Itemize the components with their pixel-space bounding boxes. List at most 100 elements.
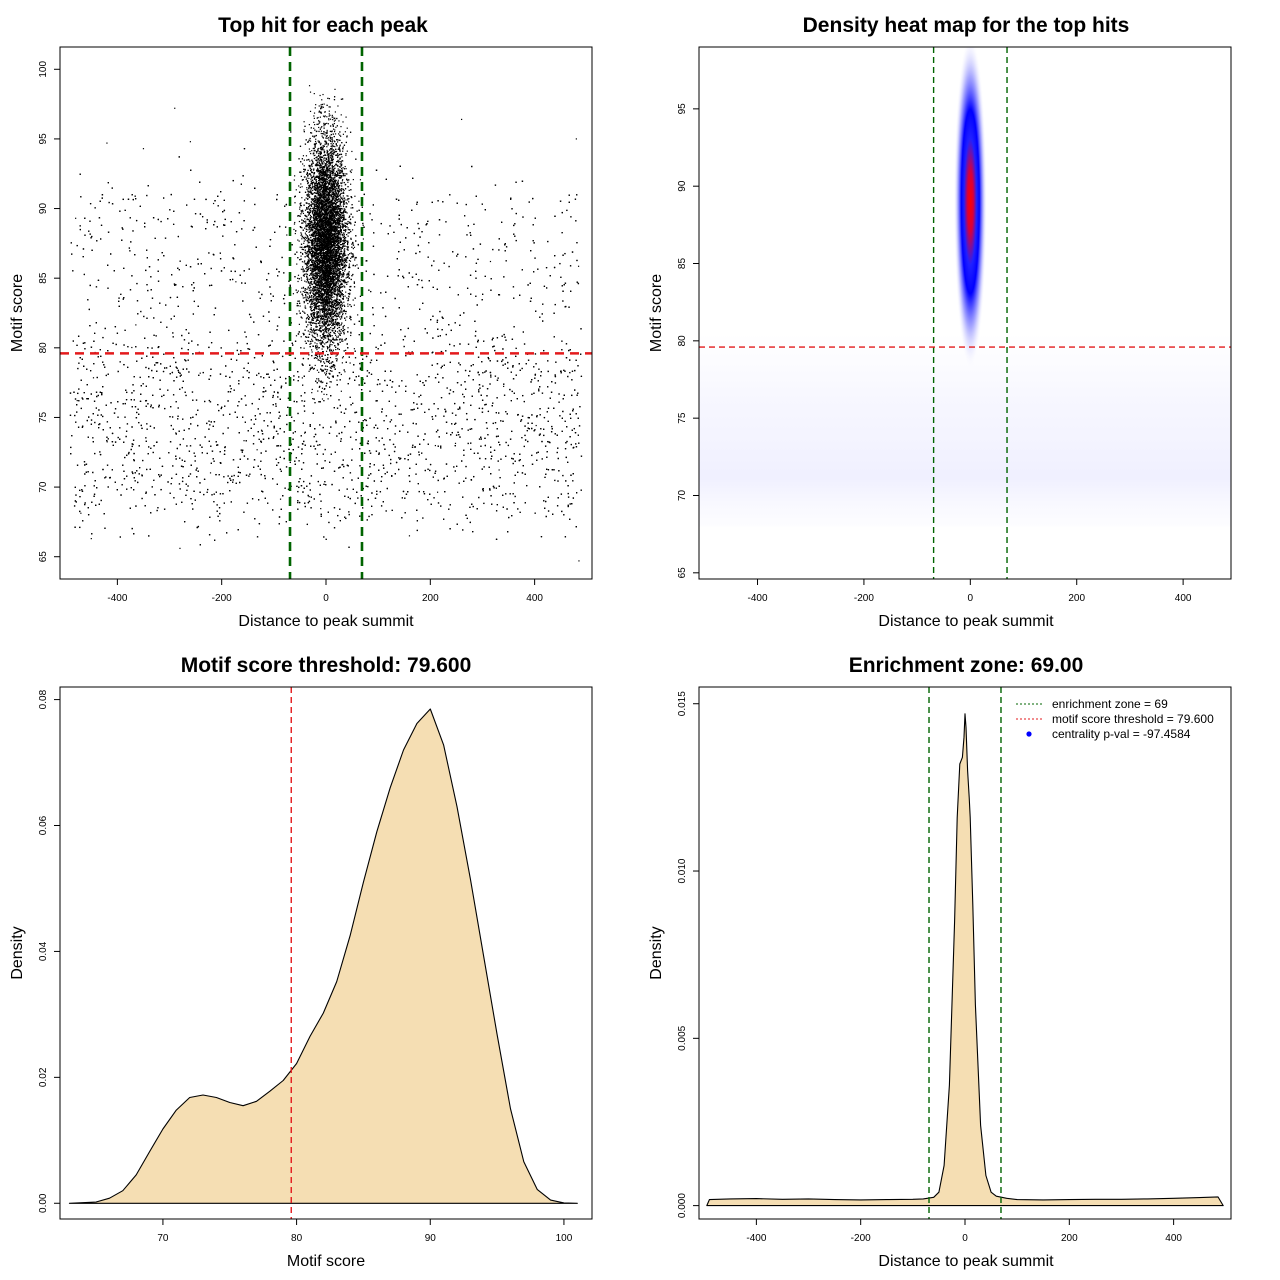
scatter-point xyxy=(311,164,313,166)
scatter-point xyxy=(311,274,313,276)
scatter-point xyxy=(303,302,305,304)
scatter-point xyxy=(336,302,338,305)
scatter-point xyxy=(301,252,304,255)
scatter-point xyxy=(321,342,323,344)
scatter-point xyxy=(301,238,303,240)
scatter-point xyxy=(321,135,323,137)
scatter-point xyxy=(328,308,330,311)
scatter-point xyxy=(341,185,343,187)
scatter-point xyxy=(339,306,341,308)
scatter-point xyxy=(338,219,340,221)
scatter-point xyxy=(342,297,345,299)
scatter-point xyxy=(307,159,309,161)
scatter-point xyxy=(314,140,317,143)
scatter-point xyxy=(332,337,334,339)
scatter-point xyxy=(318,141,320,143)
scatter-point xyxy=(344,165,346,168)
scatter-point xyxy=(312,292,314,294)
scatter-point xyxy=(329,341,332,343)
scatter-point xyxy=(322,93,324,96)
scatter-point xyxy=(328,106,330,108)
scatter-point xyxy=(323,103,325,105)
scatter-point xyxy=(350,222,352,224)
scatter-point xyxy=(304,246,306,248)
scatter-point xyxy=(326,252,328,254)
scatter-point xyxy=(314,224,316,226)
scatter-point xyxy=(310,132,313,134)
scatter-point xyxy=(323,323,325,325)
scatter-point xyxy=(339,316,341,318)
scatter-point xyxy=(350,331,352,333)
scatter-point xyxy=(318,347,321,349)
scatter-point xyxy=(319,381,322,383)
scatter-point xyxy=(321,341,324,343)
scatter-point xyxy=(321,381,323,384)
scatter-point xyxy=(331,177,333,179)
scatter-point xyxy=(311,150,313,152)
scatter-point xyxy=(362,238,364,240)
scatter-point xyxy=(316,218,318,220)
scatter-point xyxy=(336,220,339,222)
scatter-point xyxy=(310,253,312,255)
scatter-point xyxy=(318,110,321,112)
scatter-point xyxy=(316,345,319,347)
scatter-point xyxy=(313,318,315,320)
scatter-point xyxy=(297,290,299,292)
scatter-point xyxy=(341,260,344,262)
scatter-point xyxy=(334,220,337,222)
scatter-point xyxy=(346,246,348,248)
scatter-point xyxy=(338,174,340,176)
scatter-point xyxy=(328,332,330,334)
scatter-point xyxy=(335,305,337,308)
scatter-point xyxy=(342,255,344,257)
scatter-point xyxy=(347,275,349,277)
scatter-point xyxy=(323,162,325,164)
scatter-point xyxy=(314,124,316,126)
scatter-point xyxy=(334,330,337,333)
scatter-point xyxy=(323,186,325,188)
scatter-point xyxy=(341,283,343,286)
scatter-point xyxy=(317,302,319,304)
scatter-point xyxy=(336,288,339,290)
scatter-point xyxy=(318,147,320,150)
scatter-point xyxy=(330,296,332,298)
scatter-point xyxy=(323,213,325,215)
scatter-point xyxy=(350,257,352,259)
scatter-point xyxy=(330,184,332,186)
scatter-point xyxy=(341,201,343,203)
scatter-point xyxy=(350,237,352,239)
scatter-point xyxy=(323,273,325,275)
scatter-point xyxy=(329,293,331,295)
scatter-point xyxy=(313,251,315,253)
scatter-point xyxy=(333,120,336,122)
scatter-point xyxy=(329,197,331,199)
scatter-point xyxy=(318,140,320,142)
scatter-point xyxy=(325,137,327,139)
scatter-point xyxy=(311,338,313,340)
scatter-point xyxy=(310,327,312,329)
scatter-point xyxy=(323,279,325,281)
scatter-point xyxy=(324,223,326,225)
scatter-point xyxy=(308,321,310,323)
scatter-point xyxy=(326,277,329,279)
scatter-point xyxy=(337,273,339,275)
scatter-point xyxy=(316,274,319,276)
scatter-point xyxy=(297,305,299,307)
scatter-point xyxy=(319,318,322,320)
scatter-point xyxy=(347,281,349,283)
scatter-point xyxy=(323,168,325,170)
scatter-point xyxy=(342,208,344,210)
scatter-point xyxy=(333,322,335,324)
scatter-point xyxy=(336,289,339,291)
scatter-point xyxy=(330,145,332,147)
scatter-point xyxy=(327,398,329,400)
scatter-point xyxy=(337,168,339,170)
scatter-point xyxy=(334,209,336,211)
scatter-point xyxy=(286,234,288,236)
scatter-point xyxy=(310,253,313,255)
scatter-point xyxy=(319,311,321,313)
scatter-point xyxy=(325,177,327,180)
scatter-point xyxy=(339,252,341,254)
scatter-point xyxy=(345,254,347,256)
scatter-point xyxy=(342,188,344,190)
